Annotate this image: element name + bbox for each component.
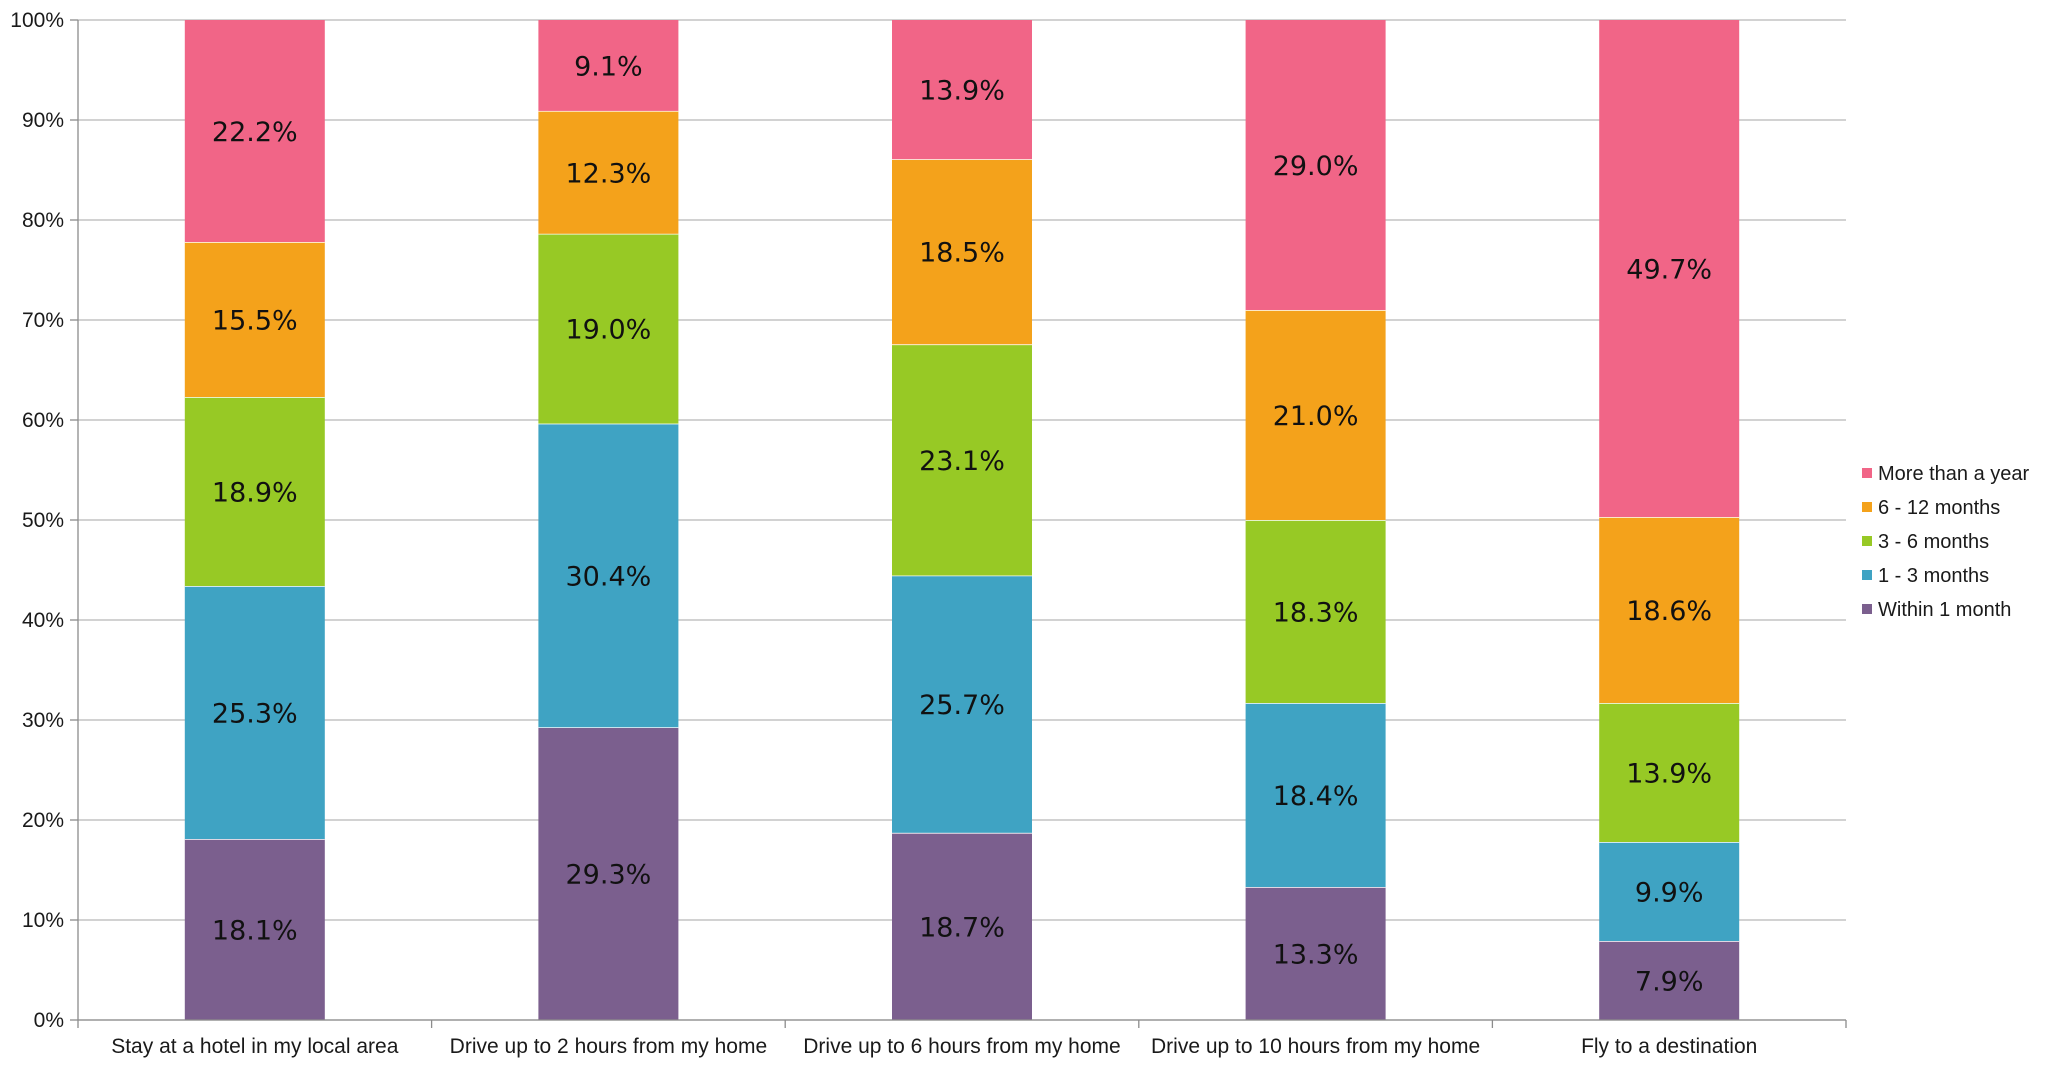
y-tick-label: 100% (10, 9, 64, 32)
data-label: 13.9% (1626, 759, 1712, 790)
legend-swatch (1862, 468, 1872, 478)
bar-segment (538, 423, 679, 728)
x-tick-label: Fly to a destination (1581, 1035, 1757, 1058)
bar-segment (184, 20, 325, 242)
legend-label: 3 - 6 months (1878, 531, 1989, 553)
data-label: 7.9% (1635, 967, 1704, 998)
bar-segment (538, 727, 679, 1020)
bar-segment (892, 159, 1032, 345)
legend-swatch (1862, 570, 1872, 580)
y-tick-label: 20% (22, 809, 64, 832)
x-tick-label: Stay at a hotel in my local area (111, 1035, 398, 1058)
bar-segment (1599, 842, 1740, 941)
x-tick-label: Drive up to 2 hours from my home (450, 1035, 767, 1058)
bar-segment (184, 839, 325, 1020)
data-label: 13.9% (919, 76, 1005, 107)
legend-label: More than a year (1878, 463, 2030, 485)
data-labels: 18.1% 25.3% 18.9% 15.5% 22.2% 29.3% 30.4% 19.0%… (212, 51, 1712, 997)
legend-label: Within 1 month (1878, 599, 2011, 621)
data-label: 23.1% (919, 446, 1005, 477)
bar-segment (1599, 517, 1740, 703)
bar-segment (892, 575, 1032, 833)
bar-segment (538, 233, 679, 424)
data-label: 18.6% (1626, 596, 1712, 627)
legend-label: 6 - 12 months (1878, 497, 2000, 519)
bar-segment (538, 110, 679, 234)
x-tick-label: Drive up to 6 hours from my home (803, 1035, 1120, 1058)
bar-segment (538, 20, 679, 111)
bar-segment (1599, 941, 1740, 1020)
data-label: 18.1% (212, 916, 298, 947)
legend-swatch (1862, 536, 1872, 546)
data-label: 22.2% (212, 117, 298, 148)
data-label: 29.0% (1273, 151, 1359, 182)
data-label: 12.3% (566, 158, 652, 189)
bar-segment (1599, 20, 1740, 517)
y-tick-label: 60% (22, 409, 64, 432)
y-tick-label: 80% (22, 209, 64, 232)
data-label: 13.3% (1273, 940, 1359, 971)
data-label: 18.3% (1273, 598, 1359, 629)
y-tick-label: 50% (22, 509, 64, 532)
data-label: 25.7% (919, 690, 1005, 721)
bar-segment (1245, 703, 1386, 887)
bar-segment (1245, 887, 1386, 1020)
y-tick-label: 30% (22, 709, 64, 732)
y-tick-label: 40% (22, 609, 64, 632)
legend-swatch (1862, 604, 1872, 614)
data-label: 18.5% (919, 238, 1005, 269)
bars (184, 20, 1740, 1020)
y-tick-label: 10% (22, 909, 64, 932)
bar-segment (1245, 20, 1386, 310)
bar-segment (892, 20, 1032, 160)
bar-segment (1599, 703, 1740, 842)
legend: More than a year 6 - 12 months 3 - 6 month… (1862, 463, 2030, 621)
y-tick-label: 0% (34, 1009, 64, 1032)
data-label: 9.1% (574, 51, 643, 82)
data-label: 15.5% (212, 306, 298, 337)
bar-segment (184, 397, 325, 586)
legend-swatch (1862, 502, 1872, 512)
data-label: 29.3% (566, 860, 652, 891)
bar-segment (1245, 520, 1386, 703)
data-label: 49.7% (1626, 255, 1712, 286)
y-tick-label: 90% (22, 109, 64, 132)
data-label: 18.7% (919, 912, 1005, 943)
bar-segment (184, 242, 325, 397)
data-label: 21.0% (1273, 401, 1359, 432)
axes: 0% 10% 20% 30% 40% 50% 60% 70% 80% 90% 100% Stay at… (10, 9, 1847, 1058)
bar-segment (892, 832, 1032, 1020)
data-label: 25.3% (212, 699, 298, 730)
data-label: 19.0% (566, 315, 652, 346)
data-label: 18.9% (212, 478, 298, 509)
data-label: 30.4% (566, 561, 652, 592)
bar-segment (892, 344, 1032, 576)
x-tick-label: Drive up to 10 hours from my home (1151, 1035, 1480, 1058)
bar-segment (184, 586, 325, 839)
data-label: 9.9% (1635, 878, 1704, 909)
data-label: 18.4% (1273, 781, 1359, 812)
y-tick-label: 70% (22, 309, 64, 332)
legend-label: 1 - 3 months (1878, 565, 1989, 587)
bar-segment (1245, 310, 1386, 520)
